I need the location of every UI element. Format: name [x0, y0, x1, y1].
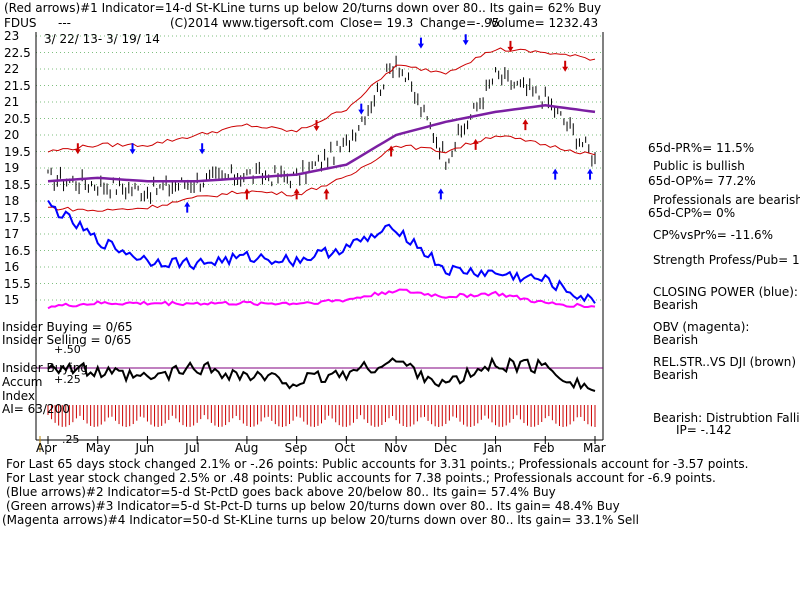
- price-tick-label: 20: [4, 128, 20, 142]
- price-tick-label: 19.5: [4, 144, 31, 159]
- price-tick-label: 16.5: [4, 243, 31, 258]
- month-label: Jan: [483, 441, 503, 455]
- volume-value: Volume= 1232.43: [490, 16, 599, 30]
- closing-power-label: CLOSING POWER (blue):: [653, 285, 798, 299]
- month-label: Oct: [334, 441, 356, 455]
- price-tick-label: 21: [4, 95, 20, 109]
- signal-arrow-down: [313, 120, 320, 132]
- cp-percent: 65d-CP%= 0%: [648, 206, 736, 220]
- month-label: Nov: [384, 441, 408, 455]
- signal-arrow-up: [293, 188, 300, 200]
- footer-line-year: For Last year stock changed 2.5% or .48 …: [6, 471, 716, 485]
- month-label: Jun: [135, 441, 155, 455]
- month-label: Apr: [36, 441, 57, 455]
- signal-arrow-up: [472, 138, 479, 150]
- price-tick-label: 16: [4, 260, 20, 274]
- signal-arrow-up: [437, 188, 444, 200]
- index-label: Index: [2, 389, 36, 403]
- signal-arrow-up: [388, 145, 395, 157]
- signal-arrow-down: [507, 40, 514, 52]
- price-tick-label: 22: [4, 62, 20, 76]
- price-tick-label: 17: [4, 227, 20, 241]
- footer-indicator-3: (Green arrows)#3 Indicator=5-d St-Pct-D …: [6, 499, 620, 513]
- accum-label: Accum: [2, 375, 43, 389]
- month-label: Sep: [284, 441, 308, 455]
- signal-arrow-down: [129, 143, 136, 155]
- change-value: Change=-.95: [420, 16, 500, 30]
- signal-arrow-up: [522, 119, 529, 131]
- relstr-label: REL.STR..VS DJI (brown): [653, 355, 797, 369]
- obv-label: OBV (magenta):: [653, 320, 750, 334]
- header-indicator-1: (Red arrows)#1 Indicator=14-d St-KLine t…: [4, 1, 602, 15]
- accum-minus25: -.25: [58, 433, 80, 446]
- signal-arrow-up: [552, 168, 559, 180]
- series-line-50-day-ma: [47, 104, 596, 183]
- closing-power-status: Bearish: [653, 298, 699, 312]
- price-tick-label: 18.5: [4, 177, 31, 192]
- accum-status: Bearish: Distrubtion Falling: [653, 411, 800, 425]
- copyright: (C)2014 www.tigersoft.com: [170, 16, 334, 30]
- op-percent: 65d-OP%= 77.2%: [648, 174, 756, 188]
- signal-arrow-down: [562, 60, 569, 72]
- accum-index-line: [47, 356, 596, 392]
- public-status: Public is bullish: [653, 159, 745, 173]
- footer-line-65d: For Last 65 days stock changed 2.1% or -…: [6, 457, 749, 471]
- insider-buying-count: Insider Buying = 0/65: [2, 320, 133, 334]
- price-tick-label: 22.5: [4, 45, 31, 60]
- series-line-upper-band: [47, 47, 596, 153]
- cp-vs-pr: CP%vsPr%= -11.6%: [653, 228, 774, 242]
- price-tick-label: 19: [4, 161, 20, 175]
- insider-selling-count: Insider Selling = 0/65: [2, 333, 132, 347]
- price-tick-label: 15: [4, 293, 20, 307]
- ai-value: AI= 63/200: [2, 402, 70, 416]
- series-line-closing-power-blue: [47, 199, 596, 304]
- signal-arrow-down: [199, 143, 206, 155]
- price-tick-label: 15.5: [4, 276, 31, 291]
- accum-plus25: +.25: [54, 373, 81, 386]
- price-tick-label: 21.5: [4, 78, 31, 93]
- signal-arrow-down: [358, 103, 365, 115]
- ip-value: IP= -.142: [676, 423, 732, 437]
- month-label: Jul: [185, 441, 200, 455]
- price-tick-label: 17.5: [4, 210, 31, 225]
- pr-percent: 65d-PR%= 11.5%: [648, 141, 755, 155]
- strength-ratio: Strength Profess/Pub= 1.1: [653, 253, 800, 267]
- accum-plus50: +.50: [54, 343, 81, 356]
- relstr-status: Bearish: [653, 368, 699, 382]
- signal-arrow-up: [323, 188, 330, 200]
- footer-indicator-4: (Magenta arrows)#4 Indicator=50-d St-KLi…: [2, 513, 639, 527]
- month-label: May: [85, 441, 111, 455]
- signal-arrow-up: [243, 188, 250, 200]
- obv-status: Bearish: [653, 333, 699, 347]
- ticker-symbol: FDUS: [4, 16, 37, 30]
- signal-arrow-up: [184, 201, 191, 213]
- close-value: Close= 19.3: [340, 16, 414, 30]
- insider-buying-label: Insider Buying: [2, 361, 88, 375]
- price-tick-label: 20.5: [4, 111, 31, 126]
- signal-arrow-down: [417, 37, 424, 49]
- signal-arrow-down: [462, 34, 469, 46]
- series-line-obv-magenta: [47, 288, 596, 310]
- month-label: Feb: [533, 441, 555, 455]
- series-line-lower-band: [47, 135, 596, 212]
- professionals-status: Professionals are bearish: [653, 193, 800, 207]
- month-label: Dec: [433, 441, 458, 455]
- price-tick-label: 18: [4, 194, 20, 208]
- month-label: Mar: [583, 441, 606, 455]
- ticker-dashes: ---: [58, 16, 71, 30]
- signal-arrow-up: [587, 168, 594, 180]
- signal-arrow-down: [74, 143, 81, 155]
- month-label: Aug: [234, 441, 259, 455]
- price-tick-label: 23: [4, 29, 20, 43]
- footer-indicator-2: (Blue arrows)#2 Indicator=5-d St-PctD go…: [6, 485, 556, 499]
